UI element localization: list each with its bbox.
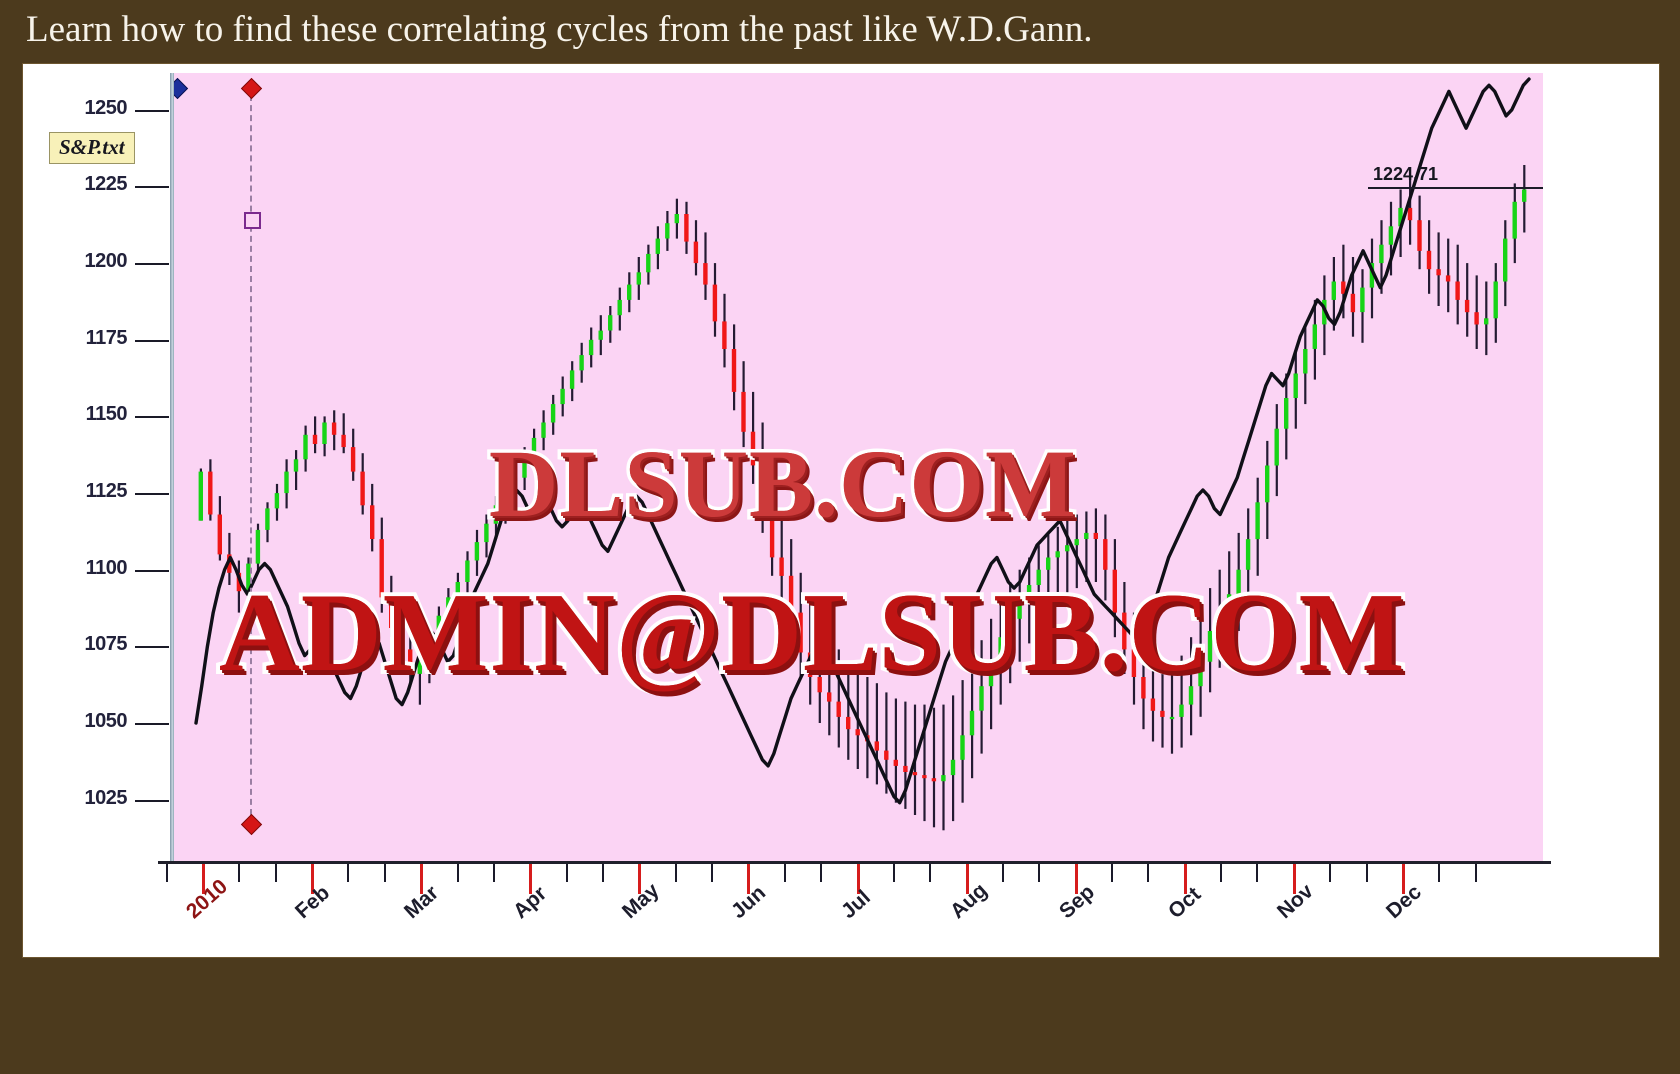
y-axis-label: 1100 (85, 556, 128, 579)
x-axis-tick-major (311, 864, 315, 894)
x-axis-tick-minor (492, 864, 495, 882)
x-axis-tick-minor (1111, 864, 1114, 882)
cycle-marker-line[interactable] (250, 85, 252, 825)
y-axis-tick (135, 569, 169, 572)
y-axis-label: 1175 (85, 326, 128, 349)
x-axis-label: Oct (1163, 882, 1206, 924)
x-axis-tick-minor (1365, 864, 1368, 882)
x-axis-tick-minor (383, 864, 386, 882)
x-axis-tick-minor (238, 864, 241, 882)
x-axis-tick-minor (274, 864, 277, 882)
x-axis-tick-major (529, 864, 533, 894)
watermark-secondary: ADMIN@DLSUB.COM (215, 567, 1408, 699)
y-axis-label: 1225 (84, 173, 128, 196)
x-axis-label: May (618, 878, 665, 924)
x-axis-tick-minor (929, 864, 932, 882)
y-axis-tick (135, 799, 169, 802)
x-axis-tick-minor (711, 864, 714, 882)
candlestick-series (198, 165, 1527, 831)
y-axis-label: 1150 (85, 403, 128, 426)
y-axis-tick (135, 416, 169, 419)
x-axis-tick-minor (674, 864, 677, 882)
x-axis-tick-major (856, 864, 860, 894)
y-axis-tick (135, 723, 169, 726)
x-axis-tick-minor (1001, 864, 1004, 882)
y-axis-tick (135, 646, 169, 649)
x-axis-label: Aug (945, 878, 992, 924)
x-axis-tick-minor (601, 864, 604, 882)
watermark-primary: DLSUB.COM (486, 427, 1080, 541)
x-axis-tick-minor (783, 864, 786, 882)
x-axis-tick-minor (1256, 864, 1259, 882)
x-axis-tick-minor (1329, 864, 1332, 882)
x-axis-tick-minor (820, 864, 823, 882)
x-axis-tick-major (1401, 864, 1405, 894)
plot-left-rail (170, 73, 175, 861)
x-axis-tick-major (747, 864, 751, 894)
x-axis-tick-major (420, 864, 424, 894)
x-axis-tick-major (202, 864, 205, 894)
y-axis-tick (135, 109, 169, 112)
x-axis-tick-minor (1220, 864, 1223, 882)
x-axis-tick-major (1292, 864, 1296, 894)
x-axis-tick-minor (892, 864, 895, 882)
y-axis-tick (135, 493, 169, 496)
watermark-secondary-overlay: ADMIN@DLSUB.COM (219, 571, 1406, 695)
x-axis-label: Sep (1054, 880, 1099, 924)
last-price-line (1368, 187, 1543, 190)
x-axis-tick-minor (1474, 864, 1477, 882)
chart-plot-area[interactable]: 1224.71 (174, 73, 1543, 861)
y-axis-label: 1250 (84, 96, 128, 119)
x-axis-tick-minor (456, 864, 459, 882)
x-axis-label: Jul (836, 885, 875, 924)
x-axis-tick-minor (1038, 864, 1041, 882)
x-axis-label: 2010 (181, 874, 233, 924)
last-price-label: 1224.71 (1373, 164, 1439, 185)
x-axis-label: Jun (727, 881, 771, 924)
price-chart-svg[interactable] (174, 73, 1543, 861)
overlay-cycle-line (194, 77, 1531, 805)
x-axis-tick-major (1183, 864, 1187, 894)
x-axis-tick-minor (565, 864, 568, 882)
x-axis-label: Apr (509, 881, 552, 924)
x-axis-tick-major (965, 864, 969, 894)
x-axis-label: Mar (400, 881, 444, 924)
y-axis-tick (135, 186, 169, 189)
page-title: Learn how to find these correlating cycl… (26, 8, 1093, 50)
cycle-marker-drag-handle[interactable] (244, 212, 261, 229)
x-axis-tick-minor (347, 864, 350, 882)
x-axis-tick-minor (165, 864, 168, 882)
y-axis-tick (135, 263, 169, 266)
watermark-primary-overlay: DLSUB.COM (489, 430, 1077, 537)
y-axis-label: 1025 (84, 786, 128, 809)
x-axis-tick-major (1074, 864, 1078, 894)
y-axis-label: 1125 (85, 480, 128, 503)
x-axis-label: Nov (1272, 879, 1318, 924)
series-name-badge[interactable]: S&P.txt (49, 132, 135, 164)
x-axis-tick-minor (1438, 864, 1441, 882)
x-axis-tick-major (638, 864, 642, 894)
chart-card: S&P.txt 1224.71 1250 1225 1200 1175 1150 1125… (22, 63, 1660, 958)
y-axis-label: 1075 (84, 633, 128, 656)
x-axis-label: Feb (291, 881, 335, 924)
y-axis-tick (135, 339, 169, 342)
x-axis-label: Dec (1381, 880, 1426, 924)
x-axis-tick-minor (1147, 864, 1150, 882)
x-axis-line (158, 861, 1551, 864)
y-axis-label: 1200 (84, 250, 128, 273)
y-axis-label: 1050 (84, 710, 128, 733)
